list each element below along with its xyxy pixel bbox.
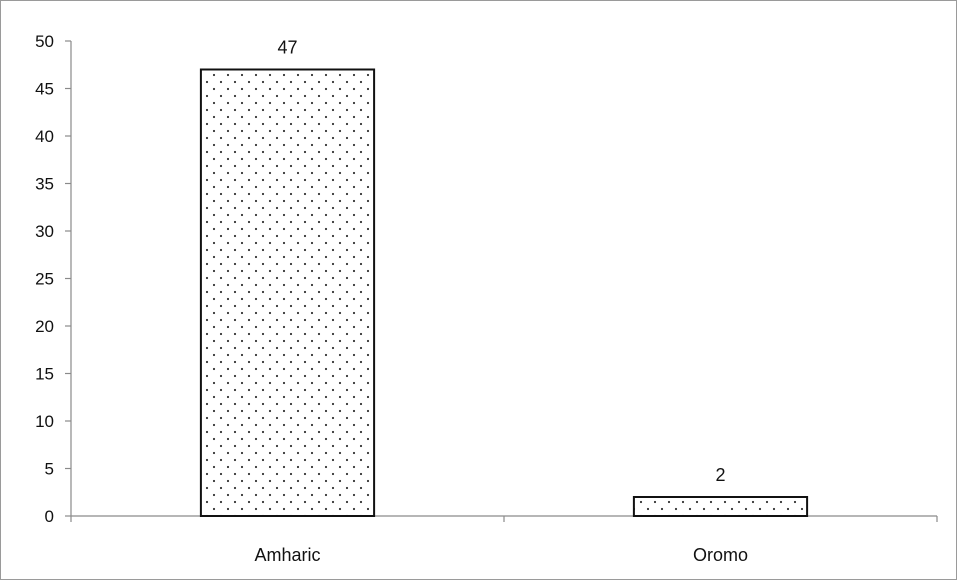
data-labels: 47 2	[277, 38, 725, 486]
data-label-oromo: 2	[715, 465, 725, 485]
data-label-amharic: 47	[277, 38, 297, 58]
y-tick-label: 20	[35, 317, 54, 336]
y-tick-label: 45	[35, 80, 54, 99]
x-tick-label-amharic: Amharic	[254, 545, 320, 565]
y-tick-label: 40	[35, 127, 54, 146]
x-tick-label-oromo: Oromo	[693, 545, 748, 565]
y-tick-label: 15	[35, 365, 54, 384]
y-tick-label: 10	[35, 412, 54, 431]
y-tick-label: 0	[45, 507, 54, 526]
y-axis: 0 5 10 15 20 25 30 35 40 45 50	[35, 32, 72, 526]
y-tick-label: 25	[35, 270, 54, 289]
bars	[199, 68, 809, 517]
y-tick-label: 5	[45, 460, 54, 479]
bar-oromo	[632, 496, 809, 517]
bar-amharic	[199, 68, 376, 517]
y-tick-label: 30	[35, 222, 54, 241]
y-tick-label: 35	[35, 175, 54, 194]
x-axis: Amharic Oromo	[70, 515, 938, 565]
y-tick-label: 50	[35, 32, 54, 51]
